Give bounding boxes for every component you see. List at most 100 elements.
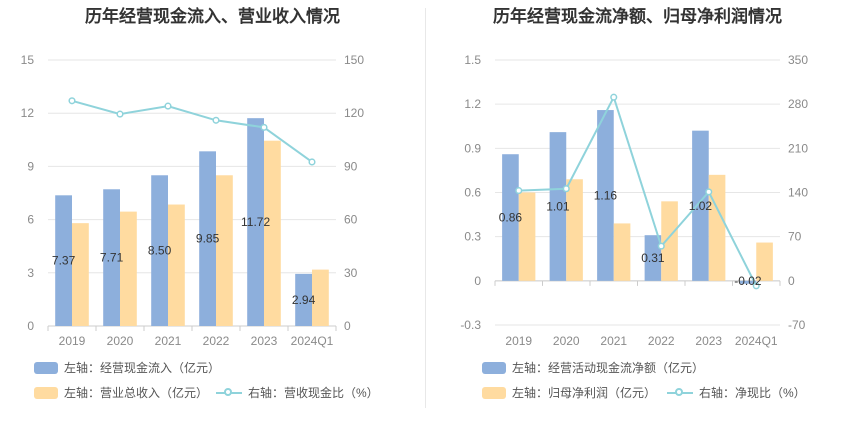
legend-item-line[interactable]: 右轴：营收现金比（%）	[216, 384, 379, 401]
x-tick-label: 2020	[107, 334, 134, 348]
y-right-tick-label: 70	[788, 230, 802, 244]
legend-item-bar2[interactable]: 左轴：营业总收入（亿元）	[34, 384, 208, 401]
y-left-tick-label: 1.2	[464, 97, 481, 111]
x-tick-label: 2021	[155, 334, 182, 348]
y-right-tick-label: 150	[344, 53, 364, 67]
chart-panel-netcash-profit: 历年经营现金流净额、归母净利润情况 -0.3 -70 0 0 0.3 70 0.6 140 0.…	[425, 0, 850, 436]
line-point	[515, 187, 523, 195]
line-point	[657, 242, 665, 250]
legend-item-bar1[interactable]: 左轴：经营现金流入（亿元）	[34, 359, 220, 376]
bar-data-label: 0.31	[641, 251, 665, 265]
bar-left-series1	[55, 195, 72, 326]
line-point	[752, 282, 760, 290]
legend-swatch	[482, 361, 506, 374]
legend-item-line[interactable]: 右轴：净现比（%）	[667, 384, 806, 401]
x-tick-label: 2024Q1	[735, 334, 778, 348]
bar-left-series1	[692, 130, 709, 281]
line-point	[610, 93, 618, 101]
chart-panel-cashflow-revenue: 历年经营现金流入、营业收入情况 0 0 3 30 6 60 9 90 12 120 15 150 201…	[21, 7, 379, 401]
bar-data-label: 0.86	[499, 211, 523, 225]
line-point	[212, 116, 220, 124]
legend-swatch	[34, 386, 58, 399]
y-right-tick-label: 30	[344, 266, 358, 280]
line-point	[562, 185, 570, 193]
legend-line-icon	[667, 387, 693, 399]
x-tick-label: 2023	[695, 334, 722, 348]
bar-left-series2	[566, 179, 583, 281]
y-left-tick-label: 0.3	[464, 230, 481, 244]
bar-data-label: 1.01	[546, 199, 570, 213]
bar-data-label: 9.85	[196, 232, 220, 246]
bar-left-series2	[756, 242, 773, 281]
x-tick-label: 2022	[203, 334, 230, 348]
y-right-tick-label: 0	[788, 274, 795, 288]
legend-item-bar2[interactable]: 左轴：归母净利润（亿元）	[482, 384, 656, 401]
legend-line-icon	[216, 387, 242, 399]
line-point	[164, 102, 172, 110]
bar-left-series1	[151, 175, 168, 326]
bar-left-series1	[644, 235, 662, 281]
x-tick-label: 2024Q1	[291, 334, 334, 348]
y-left-tick-label: 15	[21, 53, 35, 67]
bar-data-label: 2.94	[292, 293, 316, 307]
bar-data-label: -0.02	[734, 274, 762, 288]
bar-left-series2	[216, 175, 233, 326]
y-left-tick-label: 9	[27, 159, 34, 173]
bar-left-series2	[120, 211, 137, 326]
chart-plot: 0 0 3 30 6 60 9 90 12 120 15 150 2019 2020 2021 2022 202…	[21, 53, 365, 348]
line-point	[705, 188, 713, 196]
legend-item-bar1[interactable]: 左轴：经营活动现金流净额（亿元）	[482, 359, 704, 376]
y-right-tick-label: 210	[788, 141, 808, 155]
bar-left-series1	[597, 110, 614, 281]
bar-left-series1	[739, 280, 757, 284]
legend-label: 左轴：归母净利润（亿元）	[512, 386, 657, 400]
bar-left-series1	[502, 154, 519, 281]
x-tick-label: 2021	[600, 334, 627, 348]
x-tick-label: 2019	[505, 334, 532, 348]
legend-label: 左轴：营业总收入（亿元）	[64, 386, 209, 400]
y-left-tick-label: -0.3	[460, 318, 481, 332]
y-right-tick-label: 120	[344, 106, 364, 120]
x-tick-label: 2022	[648, 334, 675, 348]
y-right-tick-label: 60	[344, 213, 358, 227]
panel-divider	[425, 8, 426, 408]
line-point	[68, 97, 76, 105]
bar-data-label: 1.16	[594, 188, 618, 202]
line-point	[260, 123, 268, 131]
bar-data-label: 8.50	[148, 244, 172, 258]
y-right-tick-label: 140	[788, 186, 808, 200]
bar-data-label: 1.02	[689, 199, 713, 213]
y-right-tick-label: 280	[788, 97, 808, 111]
y-left-tick-label: 1.5	[464, 53, 481, 67]
y-left-tick-label: 0	[474, 274, 481, 288]
bar-data-label: 7.37	[52, 254, 76, 268]
y-left-tick-label: 6	[27, 213, 34, 227]
bar-data-label: 11.72	[241, 215, 270, 229]
bar-left-series2	[264, 140, 281, 326]
legend-label: 左轴：经营现金流入（亿元）	[64, 361, 221, 375]
bar-left-series2	[72, 223, 89, 326]
y-right-tick-label: -70	[788, 318, 806, 332]
chart-plot: -0.3 -70 0 0 0.3 70 0.6 140 0.9 210 1.2 280 1.5 350 20…	[460, 53, 808, 348]
bar-left-series2	[168, 204, 185, 326]
bar-left-series2	[661, 201, 678, 281]
y-right-tick-label: 350	[788, 53, 808, 67]
y-left-tick-label: 0.6	[464, 186, 481, 200]
line-series	[71, 99, 313, 163]
bar-left-series1	[247, 118, 264, 326]
y-right-tick-label: 90	[344, 159, 358, 173]
bar-left-series1	[295, 273, 312, 326]
y-left-tick-label: 0.9	[464, 141, 481, 155]
y-right-tick-label: 0	[344, 319, 351, 333]
x-tick-label: 2019	[59, 334, 86, 348]
legend-label: 左轴：经营活动现金流净额（亿元）	[512, 361, 705, 375]
line-series	[518, 94, 758, 287]
legend-label: 右轴：净现比（%）	[699, 386, 806, 400]
line-point	[308, 158, 316, 166]
bar-left-series2	[518, 192, 536, 281]
legend-swatch	[34, 361, 58, 374]
bar-data-label: 7.71	[100, 251, 124, 265]
bar-left-series2	[312, 269, 329, 326]
chart-title: 历年经营现金流净额、归母净利润情况	[493, 7, 782, 26]
x-tick-label: 2020	[553, 334, 580, 348]
